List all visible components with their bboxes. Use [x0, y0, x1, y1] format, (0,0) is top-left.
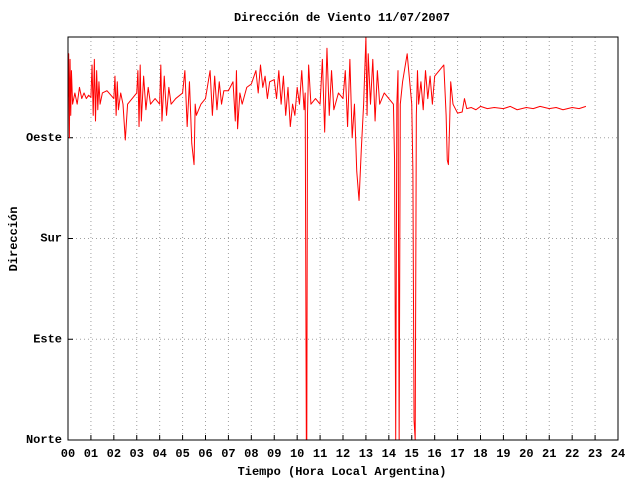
x-tick-label: 16 — [427, 447, 441, 461]
x-tick-label: 06 — [198, 447, 212, 461]
x-tick-label: 23 — [588, 447, 602, 461]
x-tick-label: 04 — [152, 447, 166, 461]
x-tick-label: 17 — [450, 447, 464, 461]
x-tick-label: 05 — [175, 447, 189, 461]
x-tick-label: 12 — [336, 447, 350, 461]
x-tick-label: 22 — [565, 447, 579, 461]
x-tick-label: 13 — [359, 447, 373, 461]
y-tick-label: Este — [33, 332, 62, 346]
x-tick-label: 21 — [542, 447, 556, 461]
x-tick-label: 24 — [611, 447, 625, 461]
x-tick-label: 18 — [473, 447, 487, 461]
data-line — [67, 36, 587, 441]
x-tick-label: 01 — [84, 447, 98, 461]
x-tick-label: 14 — [382, 447, 396, 461]
y-tick-label: Sur — [40, 232, 62, 246]
plot-border — [67, 36, 619, 441]
x-tick-label: 08 — [244, 447, 258, 461]
plot-area — [67, 36, 587, 441]
x-tick-label: 15 — [405, 447, 419, 461]
x-tick-label: 02 — [107, 447, 121, 461]
chart-title: Dirección de Viento 11/07/2007 — [234, 11, 450, 25]
y-tick-label: Oeste — [26, 131, 62, 145]
x-tick-label: 11 — [313, 447, 327, 461]
x-tick-label: 03 — [130, 447, 144, 461]
x-axis-label: Tiempo (Hora Local Argentina) — [238, 465, 447, 479]
x-tick-label: 00 — [61, 447, 75, 461]
x-tick-label: 10 — [290, 447, 304, 461]
x-tick-label: 07 — [221, 447, 235, 461]
x-tick-label: 20 — [519, 447, 533, 461]
y-axis-label: Dirección — [7, 207, 21, 272]
x-tick-label: 09 — [267, 447, 281, 461]
x-tick-label: 19 — [496, 447, 510, 461]
y-tick-label: Norte — [26, 433, 62, 447]
